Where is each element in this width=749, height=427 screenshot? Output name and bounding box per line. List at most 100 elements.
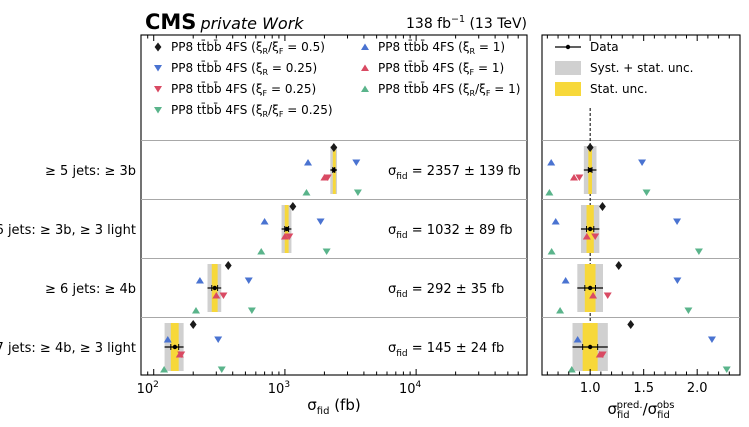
ratio-data-point <box>587 167 593 173</box>
prediction-marker <box>316 218 325 225</box>
ratio-prediction-marker <box>551 218 560 225</box>
ratio-prediction-marker <box>638 159 647 166</box>
prediction-marker <box>244 277 253 284</box>
ratio-prediction-marker <box>589 292 598 299</box>
category-label: ≥ 6 jets: ≥ 3b, ≥ 3 light <box>0 223 136 238</box>
x-tick-label: 102 <box>137 380 159 397</box>
legend-marker <box>361 85 369 92</box>
ratio-prediction-marker <box>545 189 554 196</box>
cross-section-value-labels: σfid = 2357 ± 139 fb σfid = 1032 ± 89 fb σ… <box>388 164 521 359</box>
ratio-prediction-marker <box>627 320 635 329</box>
ratio-data-point <box>587 226 593 232</box>
data-point <box>172 344 178 350</box>
category-labels: ≥ 5 jets: ≥ 3b ≥ 6 jets: ≥ 3b, ≥ 3 light ≥… <box>0 164 136 356</box>
ratio-prediction-marker <box>599 202 606 211</box>
main-x-axis: 102 103 104 <box>137 35 528 397</box>
cross-section-value: σfid = 292 ± 35 fb <box>388 282 504 300</box>
legend-entry: PP8 tt̄bb̄ 4FS (ξR/ξF = 1) <box>378 82 520 98</box>
legend-entry: PP8 tt̄bb̄ 4FS (ξF = 1) <box>378 61 504 77</box>
legend-marker <box>154 65 162 72</box>
ratio-prediction-marker <box>575 174 584 181</box>
legend-marker <box>154 107 162 114</box>
legend-entry: PP8 tt̄bb̄ 4FS (ξF = 0.25) <box>171 82 316 98</box>
legend-entry: PP8 tt̄bb̄ 4FS (ξR = 1) <box>378 40 505 56</box>
prediction-marker <box>289 202 297 211</box>
ratio-x-tick-label: 2.0 <box>687 381 708 396</box>
legend-swatch <box>555 61 581 75</box>
ratio-prediction-marker <box>556 307 565 314</box>
prediction-marker <box>219 292 228 299</box>
ratio-prediction-marker <box>673 218 682 225</box>
luminosity-label: 138 fb−1 (13 TeV) <box>406 14 527 32</box>
x-tick-label: 104 <box>399 380 422 397</box>
category-separators <box>141 140 527 318</box>
data-points <box>164 167 338 350</box>
main-x-axis-title: σfid (fb) <box>307 396 360 417</box>
prediction-marker <box>285 233 294 240</box>
prediction-marker <box>195 277 204 284</box>
ratio-prediction-marker <box>595 351 604 358</box>
prediction-marker <box>352 159 361 166</box>
ratio-data-point <box>587 285 593 291</box>
legend-data-point <box>565 44 571 50</box>
cross-section-value: σfid = 145 ± 24 fb <box>388 341 504 359</box>
legend-marker <box>361 64 369 71</box>
legend-entry: PP8 tt̄bb̄ 4FS (ξR/ξF = 0.25) <box>171 103 333 119</box>
legend-marker <box>154 42 162 52</box>
ratio-prediction-marker <box>547 159 556 166</box>
ratio-prediction-marker <box>591 233 600 240</box>
ratio-prediction-marker <box>722 366 731 373</box>
ratio-prediction-marker <box>673 277 682 284</box>
data-point <box>284 226 289 232</box>
prediction-marker <box>322 248 331 255</box>
ratio-prediction-marker <box>586 143 594 152</box>
ratio-data-point <box>587 344 593 350</box>
ratio-x-axis-title: σfidpred./σfidobs <box>607 400 674 421</box>
ratio-prediction-marker <box>573 336 582 343</box>
prediction-marker <box>330 143 338 152</box>
ratio-prediction-marker <box>547 248 556 255</box>
prediction-marker <box>323 174 332 181</box>
legend-swatch <box>555 82 581 96</box>
prediction-marker <box>212 292 221 299</box>
prediction-marker <box>353 189 362 196</box>
ratio-prediction-marker <box>582 233 591 240</box>
ratio-prediction-marker <box>603 292 612 299</box>
prediction-marker <box>175 351 184 358</box>
prediction-marker <box>189 320 197 329</box>
prediction-marker <box>191 307 200 314</box>
prediction-marker <box>160 366 169 373</box>
ratio-prediction-marker <box>707 336 716 343</box>
prediction-marker <box>280 233 289 240</box>
ratio-category-separators <box>542 140 740 318</box>
prediction-marker <box>247 307 256 314</box>
experiment-label: CMS private Work <box>145 10 304 34</box>
ratio-legend-label: Syst. + stat. unc. <box>590 61 693 75</box>
ratio-prediction-marker <box>570 174 579 181</box>
legend-entry: PP8 tt̄bb̄ 4FS (ξR/ξF = 0.5) <box>171 40 325 56</box>
ratio-prediction-marker <box>694 248 703 255</box>
prediction-marker <box>217 366 226 373</box>
ratio-legend-label: Stat. unc. <box>590 82 648 96</box>
ratio-legend-label: Data <box>590 40 619 54</box>
prediction-marker <box>163 336 172 343</box>
prediction-marker <box>304 159 313 166</box>
ratio-data-points <box>572 167 608 350</box>
data-point <box>212 285 217 291</box>
ratio-prediction-markers <box>545 143 731 373</box>
ratio-prediction-marker <box>567 366 576 373</box>
ratio-x-axis: 1.0 1.5 2.0 <box>546 35 730 396</box>
main-legend: PP8 tt̄bb̄ 4FS (ξR/ξF = 0.5) PP8 tt̄bb̄ 4… <box>154 40 520 119</box>
prediction-marker <box>260 218 269 225</box>
cross-section-value: σfid = 2357 ± 139 fb <box>388 164 521 182</box>
ratio-prediction-marker <box>561 277 570 284</box>
data-point <box>331 167 336 173</box>
main-plot-frame <box>140 34 528 376</box>
prediction-marker <box>214 336 223 343</box>
figure-header: CMS private Work 138 fb−1 (13 TeV) <box>145 10 527 34</box>
ratio-legend: Data Syst. + stat. unc. Stat. unc. <box>555 40 693 96</box>
legend-entry: PP8 tt̄bb̄ 4FS (ξR = 0.25) <box>171 61 317 77</box>
ratio-prediction-marker <box>684 307 693 314</box>
prediction-marker <box>302 189 311 196</box>
